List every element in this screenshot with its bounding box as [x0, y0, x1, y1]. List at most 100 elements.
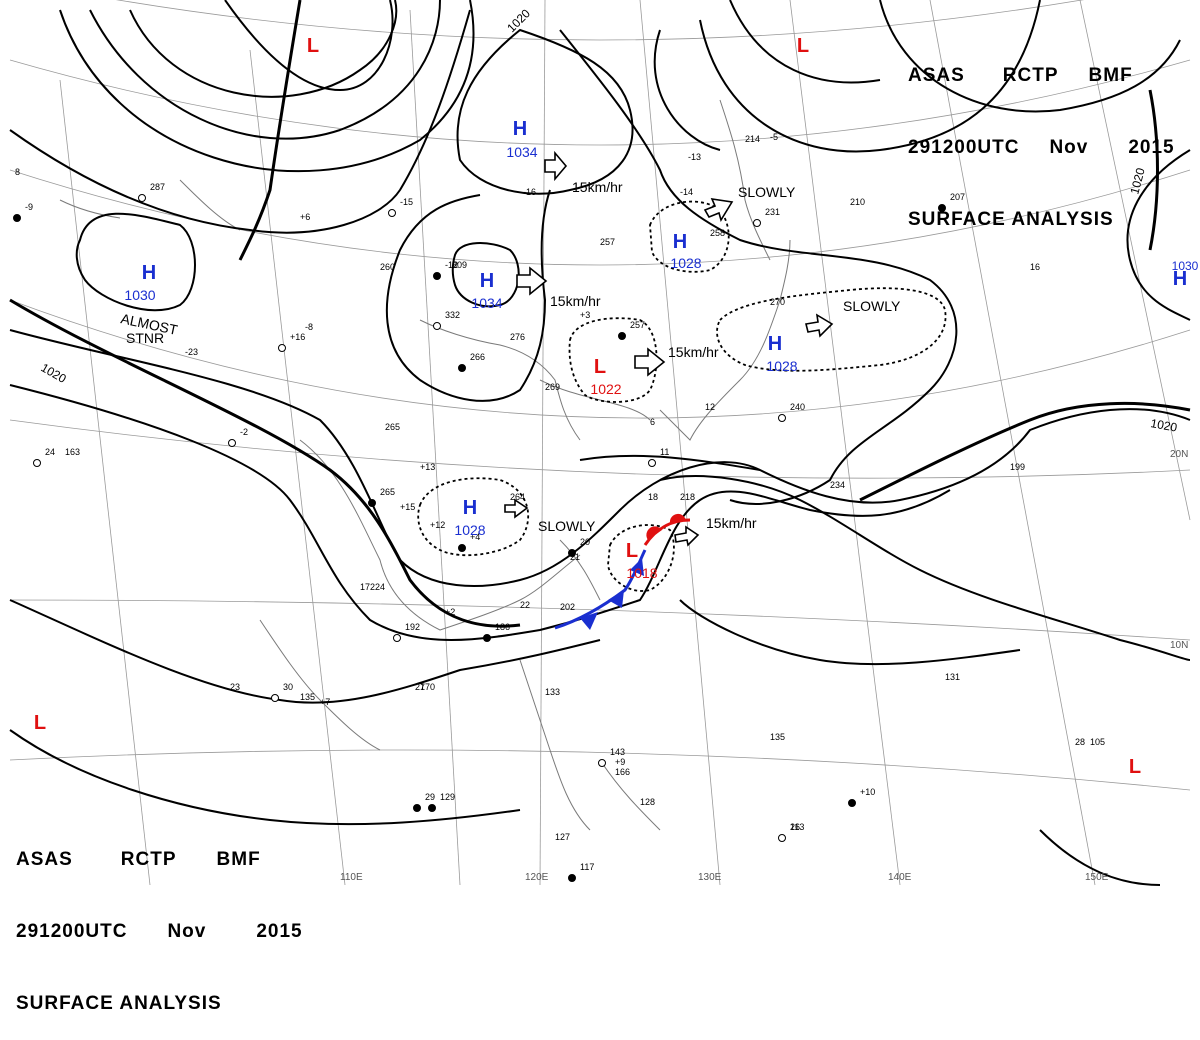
- datetime: 291200UTC: [16, 921, 128, 942]
- station-value: 22: [520, 600, 530, 610]
- station-value: -12: [445, 260, 458, 270]
- station-value: 234: [830, 480, 845, 490]
- station-value: 218: [680, 492, 695, 502]
- station-circle-icon: [598, 759, 606, 767]
- station-circle-icon: [393, 634, 401, 642]
- station-value: -16: [523, 187, 536, 197]
- station-value: 128: [640, 797, 655, 807]
- motion-slowly-label: SLOWLY: [738, 184, 796, 200]
- center-code: RCTP: [1002, 65, 1059, 86]
- station-value: 265: [385, 422, 400, 432]
- station-circle-icon: [433, 272, 441, 280]
- station-value: 270: [770, 297, 785, 307]
- high-center-letter: H: [142, 262, 156, 284]
- station-value: 18: [648, 492, 658, 502]
- product-code: BMF: [216, 849, 261, 870]
- station-value: 309: [452, 260, 467, 270]
- station-circle-icon: [433, 322, 441, 330]
- station-value: -5: [770, 132, 778, 142]
- station-value: +7: [320, 697, 330, 707]
- station-value: 30: [283, 682, 293, 692]
- high-center-value: 1028: [766, 358, 797, 374]
- station-value: 143: [610, 747, 625, 757]
- station-circle-icon: [368, 499, 376, 507]
- warm-front: [643, 513, 691, 546]
- station-value: 207: [950, 192, 965, 202]
- station-circle-icon: [938, 204, 946, 212]
- latitude-label: 10N: [1170, 640, 1188, 651]
- weather-map: 2872572602662652241921701351291633093322…: [9, 0, 1199, 886]
- high-center-value: 1034: [471, 295, 502, 311]
- station-value: 199: [1010, 462, 1025, 472]
- station-value: 20: [580, 537, 590, 547]
- station-circle-icon: [778, 834, 786, 842]
- product-name: SURFACE ANALYSIS: [908, 209, 1114, 230]
- station-value: +13: [420, 462, 435, 472]
- year: 2015: [256, 921, 303, 942]
- station-value: 11: [660, 447, 669, 457]
- low-center-letter: L: [1129, 756, 1141, 778]
- isobars: [9, 0, 1191, 886]
- station-value: +3: [580, 310, 590, 320]
- station-value: 105: [1090, 737, 1105, 747]
- longitude-label: 130E: [698, 872, 722, 883]
- station-value: 276: [510, 332, 525, 342]
- high-center-value: 1030: [1172, 259, 1199, 273]
- station-value: 129: [440, 792, 455, 802]
- station-value: +12: [430, 520, 445, 530]
- month: Nov: [167, 921, 207, 942]
- station-value: +9: [615, 757, 625, 767]
- station-value: 21: [570, 552, 580, 562]
- station-value: 192: [405, 622, 420, 632]
- coastlines: [59, 99, 791, 831]
- latitude-label: 20N: [1170, 449, 1188, 460]
- motion-speed-label: 15km/hr: [668, 344, 719, 360]
- year: 2015: [1128, 137, 1175, 158]
- station-value: -2: [240, 427, 248, 437]
- arrow-icon: [674, 525, 700, 547]
- station-value: 8: [15, 167, 20, 177]
- motion-speed-label: 15km/hr: [572, 179, 623, 195]
- station-value: 186: [495, 622, 510, 632]
- station-value: 170: [420, 682, 435, 692]
- high-center-value: 1028: [454, 522, 485, 538]
- agency-code: ASAS: [16, 849, 73, 870]
- motion-speed-label: 15km/hr: [706, 515, 757, 531]
- station-value: 16: [1030, 262, 1040, 272]
- center-code: RCTP: [120, 849, 177, 870]
- station-plots: 2872572602662652241921701351291633093322…: [13, 132, 1105, 882]
- station-value: 332: [445, 310, 460, 320]
- longitude-label: 140E: [888, 872, 912, 883]
- station-circle-icon: [33, 459, 41, 467]
- station-value: 240: [790, 402, 805, 412]
- station-value: 163: [65, 447, 80, 457]
- motion-slowly-label: SLOWLY: [843, 298, 901, 314]
- motion-arrows: [504, 150, 834, 547]
- station-circle-icon: [388, 209, 396, 217]
- station-circle-icon: [458, 544, 466, 552]
- station-circle-icon: [778, 414, 786, 422]
- station-value: +6: [300, 212, 310, 222]
- station-circle-icon: [568, 549, 576, 557]
- title-block-top: ASAS RCTP BMF 291200UTC Nov 2015 SURFACE ANA…: [908, 16, 1175, 256]
- station-value: -15: [400, 197, 413, 207]
- arrow-icon: [516, 266, 548, 296]
- cold-front: [554, 549, 647, 630]
- station-value: -13: [688, 152, 701, 162]
- station-value: 135: [300, 692, 315, 702]
- isobar-value-label: 1020: [1149, 416, 1178, 434]
- station-value: 23: [230, 682, 240, 692]
- arrow-icon: [504, 498, 529, 519]
- low-center-value: 1018: [626, 565, 657, 581]
- station-value: 231: [765, 207, 780, 217]
- station-value: -9: [25, 202, 33, 212]
- station-value: 269: [545, 382, 560, 392]
- station-value: 202: [560, 602, 575, 612]
- station-value: 214: [745, 134, 760, 144]
- station-circle-icon: [413, 804, 421, 812]
- arrow-icon: [544, 150, 568, 182]
- station-circle-icon: [568, 874, 576, 882]
- station-value: -8: [305, 322, 313, 332]
- station-value: 29: [425, 792, 435, 802]
- station-value: 133: [545, 687, 560, 697]
